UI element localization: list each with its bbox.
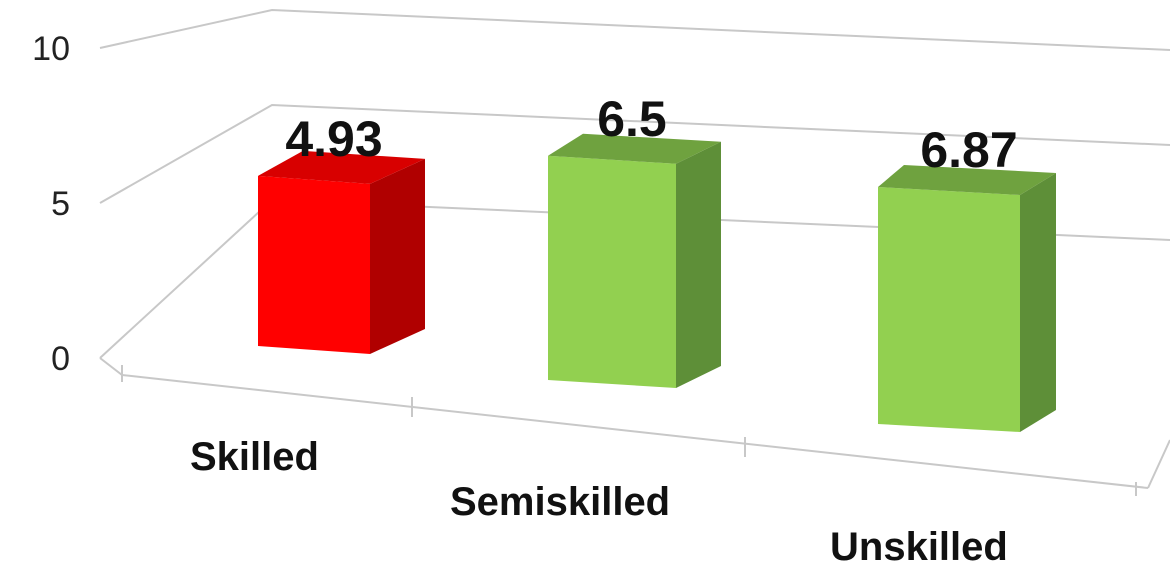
bar-unskilled-front — [878, 186, 1020, 432]
data-labels: 4.93 6.5 6.87 — [285, 91, 1017, 178]
y-tick-label: 10 — [32, 30, 70, 68]
y-axis-ticks: 0 5 10 — [32, 30, 70, 378]
bar-skilled-top — [258, 150, 425, 184]
data-label-semiskilled: 6.5 — [597, 91, 667, 147]
bar-semiskilled-front — [548, 155, 676, 388]
data-label-unskilled: 6.87 — [920, 122, 1017, 178]
bar-skilled-front — [258, 175, 370, 354]
bar-unskilled-side — [1020, 172, 1056, 433]
category-label-semiskilled: Semiskilled — [450, 480, 670, 524]
floor-left-edge — [99, 357, 123, 376]
y-tick-label: 5 — [51, 185, 70, 223]
gridline — [99, 8, 1170, 51]
data-label-skilled: 4.93 — [285, 111, 382, 167]
bar-semiskilled-side — [676, 141, 721, 388]
gridline — [99, 103, 1170, 204]
bars — [258, 133, 1056, 433]
floor-right-edge — [1147, 439, 1170, 489]
category-labels: Skilled Semiskilled Unskilled — [190, 435, 1008, 567]
floor-front-edge — [121, 374, 1149, 489]
category-label-unskilled: Unskilled — [830, 525, 1008, 567]
bar-unskilled-top — [878, 164, 1056, 195]
y-tick-label: 0 — [51, 340, 70, 378]
category-label-skilled: Skilled — [190, 435, 319, 479]
bar-semiskilled-top — [548, 133, 721, 164]
chart-frame — [99, 357, 1170, 496]
bar-skilled-side — [370, 158, 425, 354]
